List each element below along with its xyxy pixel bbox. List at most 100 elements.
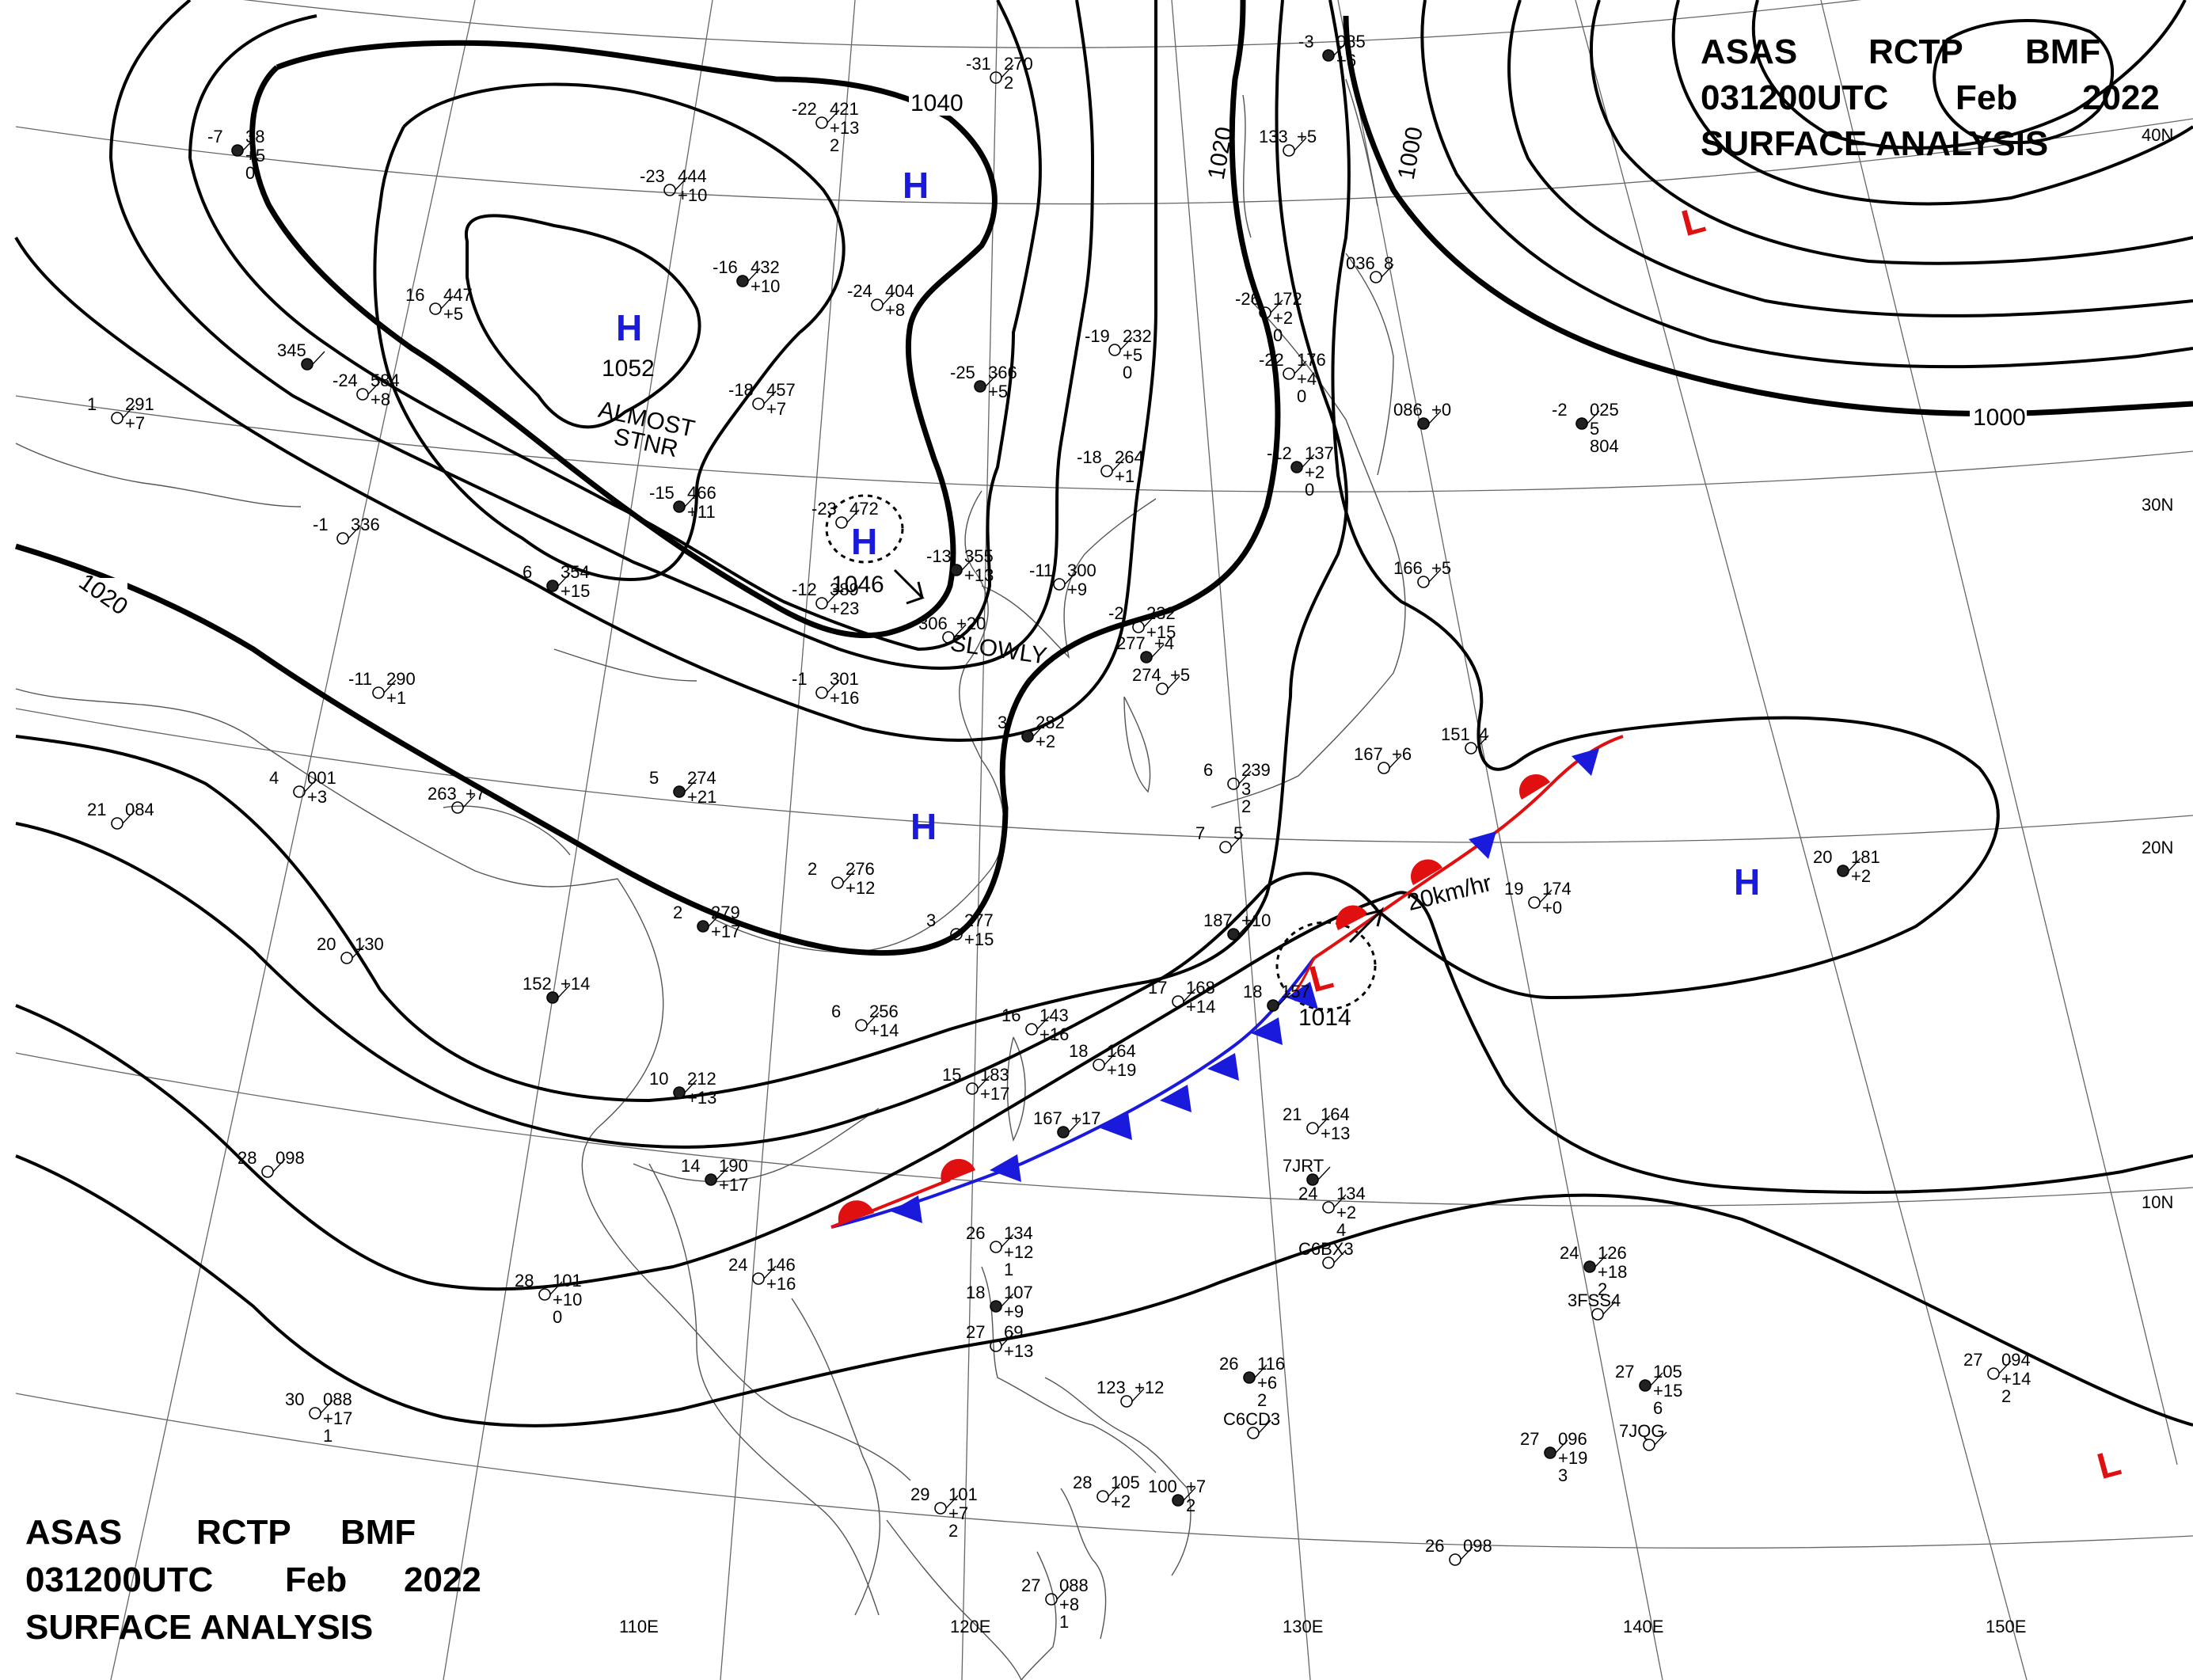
station-plot: 29 101+72 — [910, 1484, 978, 1541]
station-value: 355 — [964, 546, 994, 566]
station-value: 2 — [673, 903, 682, 922]
station-plot: 20 130 — [317, 934, 384, 964]
station-value: -25 — [950, 363, 975, 382]
station-value: 164 — [1321, 1104, 1350, 1124]
station-value: 24 — [1560, 1243, 1579, 1263]
station-plot: 7JRT — [1283, 1156, 1331, 1186]
station-value: +16 — [766, 1274, 796, 1294]
station-value: 14 — [681, 1156, 700, 1176]
station-value: 2 — [1004, 73, 1013, 93]
station-value: 181 — [1851, 847, 1880, 867]
station-value: 036 — [1346, 253, 1375, 273]
station-value: -26 — [1235, 289, 1260, 309]
station-value: +7 — [1186, 1477, 1206, 1496]
station-value: +17 — [323, 1408, 352, 1428]
header-line2-a: 031200UTC — [1701, 78, 1888, 117]
wind-barb — [1230, 834, 1244, 848]
station-circle — [673, 1086, 686, 1099]
station-value: +8 — [371, 390, 390, 409]
station-value: +13 — [964, 565, 994, 585]
station-plot: -16 432+10 — [713, 257, 780, 296]
station-value: 26 — [1425, 1536, 1444, 1556]
station-value: 7 — [1195, 823, 1205, 843]
station-circle — [697, 920, 709, 933]
station-plot: -23 444+10 — [640, 166, 707, 205]
station-value: -2 — [1552, 400, 1568, 420]
station-value: 18 — [1069, 1041, 1088, 1061]
low-front-motion-arrow — [1348, 907, 1384, 944]
wind-barb — [1302, 454, 1315, 468]
wind-barb — [122, 405, 135, 419]
station-value: 27 — [1021, 1575, 1040, 1595]
station-value: 232 — [1146, 603, 1176, 623]
station-value: 264 — [1115, 447, 1144, 467]
wind-barb — [716, 1166, 729, 1180]
station-plot: 14 190+17 — [681, 1156, 748, 1195]
wind-barb — [122, 810, 135, 824]
station-plot: 274 +5 — [1132, 665, 1190, 695]
low-front-pressure: 1014 — [1298, 1005, 1351, 1031]
station-circle — [1583, 1260, 1596, 1273]
station-plot: 27 094+142 — [1963, 1350, 2031, 1406]
wind-barb — [348, 525, 361, 539]
station-value: 126 — [1598, 1243, 1627, 1263]
station-value: +15 — [1653, 1381, 1682, 1401]
station-value: +20 — [956, 614, 986, 633]
station-value: 421 — [830, 99, 859, 119]
header-line2-a: 031200UTC — [25, 1560, 213, 1599]
station-value: 7JQG — [1619, 1421, 1664, 1441]
station-plot: -3 085+6 — [1298, 32, 1366, 70]
wind-barb — [827, 109, 840, 124]
station-value: +12 — [846, 878, 875, 898]
station-value: 38 — [245, 127, 264, 146]
wind-barb — [1001, 1233, 1014, 1248]
station-value: 28 — [515, 1271, 534, 1290]
wind-barb — [1428, 410, 1442, 424]
station-plot: 167 +17 — [1033, 1108, 1100, 1138]
station-value: 8 — [1384, 253, 1393, 273]
station-plot: 7JQG — [1619, 1421, 1667, 1451]
station-value: -23 — [811, 499, 837, 519]
latitude-labels: 40N 30N 20N 10N — [2142, 125, 2173, 1212]
station-plot: 30 088+171 — [285, 1389, 352, 1446]
header-line1-a: ASAS — [25, 1513, 122, 1552]
lon-label: 120E — [950, 1617, 990, 1636]
station-value: 263 — [428, 784, 457, 804]
station-value: +15 — [964, 929, 994, 949]
station-value: C6CD3 — [1223, 1409, 1280, 1429]
station-circle — [1172, 1494, 1184, 1507]
wind-barb — [1056, 1586, 1070, 1600]
wind-barb — [1654, 1431, 1667, 1446]
station-value: 366 — [988, 363, 1017, 382]
station-value: 457 — [766, 380, 796, 400]
wind-barb — [352, 945, 365, 959]
wind-barb — [827, 590, 840, 604]
station-value: +8 — [885, 300, 905, 320]
station-plot: -2 232+15 — [1108, 603, 1176, 642]
station-value: 466 — [687, 483, 716, 503]
station-plot: -22 421+132 — [792, 99, 859, 155]
station-plot: 18 164+19 — [1069, 1041, 1136, 1080]
station-value: -18 — [1077, 447, 1102, 467]
station-circle — [990, 1300, 1002, 1313]
station-value: 116 — [1257, 1354, 1285, 1374]
station-value: +13 — [830, 118, 859, 138]
station-plot: 133 +5 — [1259, 127, 1317, 157]
station-circle — [673, 785, 686, 798]
station-value: +1 — [386, 688, 406, 708]
wind-barb — [1001, 1332, 1014, 1347]
lat-label: 20N — [2142, 838, 2173, 857]
station-value: 0 — [1273, 325, 1283, 345]
station-plot: -15 466+11 — [649, 483, 716, 522]
header-line2-c: 2022 — [2082, 78, 2160, 117]
station-value: 7JRT — [1283, 1156, 1324, 1176]
wind-barb — [440, 295, 454, 310]
station-circle — [1837, 865, 1849, 877]
station-value: 101 — [948, 1484, 978, 1504]
station-value: 167 — [1354, 744, 1383, 764]
station-value: +17 — [711, 922, 740, 941]
station-value: +0 — [1431, 400, 1451, 420]
wind-barb — [1104, 1051, 1117, 1066]
station-plot: 277 +4 — [1116, 633, 1174, 663]
